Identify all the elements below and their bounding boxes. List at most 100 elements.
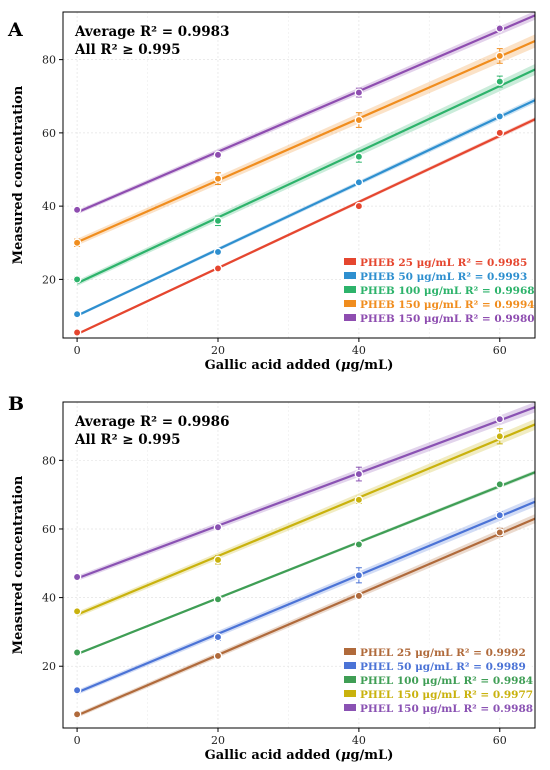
data-point [72,607,82,616]
regression-line [76,14,536,214]
data-point [495,24,505,33]
data-point [213,247,223,257]
legend-entry: PHEB 100 μg/mL R² = 0.9968 [360,285,535,297]
series-3 [72,64,536,286]
data-point [72,275,82,284]
data-point [72,710,82,719]
series-4 [72,34,536,248]
legend-swatch [344,662,356,669]
data-point [495,510,505,520]
y-tick-label: 80 [42,454,56,467]
legend-swatch [344,314,356,321]
data-point [354,495,364,505]
data-point [354,540,364,549]
y-tick-label: 80 [42,54,56,67]
data-point [72,309,82,319]
r2-annotation: Average R² = 0.9983 [74,24,229,40]
legend-entry: PHEL 150 μg/mL R² = 0.9977 [360,689,533,701]
data-point [213,216,223,226]
data-point [354,152,364,161]
legend-background [341,643,532,717]
confidence-band [77,64,536,286]
x-tick-label: 60 [493,344,507,357]
legend-swatch [344,676,356,683]
r2-annotation: All R² ≥ 0.995 [74,432,181,448]
legend-swatch [344,690,356,697]
series-4 [72,418,536,618]
legend-swatch [344,648,356,655]
data-point [213,174,223,183]
legend-entry: PHEL 25 μg/mL R² = 0.9992 [360,647,526,659]
plot-frame [62,401,536,729]
plot-frame [62,11,536,339]
y-tick-label: 60 [42,127,56,140]
series-5 [72,10,536,215]
data-point [354,88,364,97]
panel-a-chart: A 0 20 40 60 20 40 60 80 Average R² = 0.9983 All R… [7,10,536,373]
regression-line [76,423,536,616]
data-point [72,205,82,215]
data-point [213,651,223,661]
y-axis-title: Measured concentration [11,85,26,264]
x-tick-label: 20 [211,734,225,747]
panel-letter: B [8,393,24,415]
series-2 [72,496,536,695]
x-tick-label: 60 [493,734,507,747]
data-point [213,523,223,532]
data-point [72,572,82,582]
regression-line [76,471,536,656]
series-1 [72,117,536,337]
data-point [354,571,364,580]
y-tick-label: 20 [42,660,56,673]
data-point [72,328,82,337]
legend: PHEB 25 μg/mL R² = 0.9985 PHEB 50 μg/mL R… [341,253,535,327]
x-tick-label: 0 [74,734,81,747]
regression-line [76,68,536,285]
legend-entry: PHEB 50 μg/mL R² = 0.9993 [360,271,527,283]
legend-entry: PHEL 50 μg/mL R² = 0.9989 [360,661,526,673]
legend-entry: PHEL 150 μg/mL R² = 0.9988 [360,703,533,715]
data-point [213,632,223,642]
data-point [213,264,223,273]
data-point [495,414,505,424]
x-tick-label: 40 [352,344,366,357]
data-point [213,150,223,160]
x-axis-title-part: μ [341,748,351,763]
data-point [495,480,505,489]
legend-swatch [344,704,356,711]
x-tick-label: 20 [211,344,225,357]
legend-entry: PHEB 150 μg/mL R² = 0.9980 [360,313,535,325]
legend-swatch [344,286,356,293]
data-point [213,595,223,604]
data-point [213,555,223,565]
legend: PHEL 25 μg/mL R² = 0.9992 PHEL 50 μg/mL R… [341,643,533,717]
x-axis-title-part: Gallic acid added ( [205,358,341,373]
regression-line [76,406,536,580]
regression-line [76,40,536,244]
x-axis-title-part: μ [341,358,351,373]
confidence-band [77,418,536,618]
legend-swatch [344,258,356,265]
x-axis-title: Gallic acid added (μg/mL) [205,358,394,373]
r2-annotation: Average R² = 0.9986 [74,414,229,430]
series-1 [72,514,536,719]
data-point [495,51,505,61]
panel-b-chart: B 0 20 40 60 20 40 60 80 Average R² = 0.9986 All R… [8,393,536,763]
legend-entry: PHEB 150 μg/mL R² = 0.9994 [360,299,535,311]
series-5 [72,402,536,582]
data-point [354,469,364,479]
panel-letter: A [7,19,23,41]
x-axis-title-part: Gallic acid added ( [205,748,341,763]
x-axis-title-part: g/mL) [350,358,393,373]
y-tick-label: 60 [42,523,56,536]
x-axis-title-part: g/mL) [350,748,393,763]
data-point [495,112,505,121]
confidence-band [77,34,536,246]
legend-swatch [344,300,356,307]
series-2 [72,97,536,319]
x-tick-label: 0 [74,344,81,357]
regression-line [76,118,536,336]
data-point [495,528,505,537]
data-point [354,115,364,125]
